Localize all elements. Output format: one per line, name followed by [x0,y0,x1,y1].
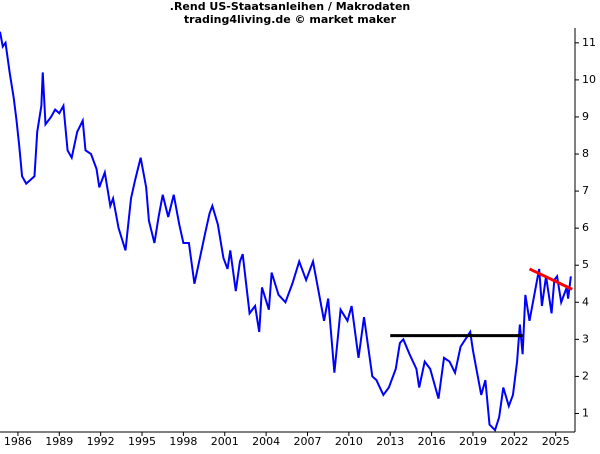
chart-title: .Rend US-Staatsanleihen / Makrodaten [170,0,410,13]
x-tick-label: 1998 [169,435,197,448]
y-tick-label: 4 [582,295,589,308]
x-tick-label: 1986 [4,435,32,448]
y-tick-label: 11 [582,36,596,49]
x-tick-label: 2007 [293,435,321,448]
y-tick-label: 5 [582,258,589,271]
y-tick-label: 9 [582,110,589,123]
y-tick-label: 7 [582,184,589,197]
x-tick-label: 1989 [45,435,73,448]
x-tick-label: 2001 [211,435,239,448]
x-tick-label: 2016 [418,435,446,448]
y-tick-label: 6 [582,221,589,234]
x-tick-label: 1992 [87,435,115,448]
data-line [0,31,572,433]
x-tick-label: 2010 [335,435,363,448]
chart-subtitle: trading4living.de © market maker [184,13,397,26]
y-tick-label: 2 [582,369,589,382]
x-tick-label: 2004 [252,435,280,448]
y-tick-label: 10 [582,73,596,86]
y-tick-label: 8 [582,147,589,160]
y-tick-label: 3 [582,332,589,345]
x-tick-label: 2019 [459,435,487,448]
x-tick-label: 2013 [376,435,404,448]
x-tick-label: 2025 [542,435,570,448]
trendline [528,267,573,291]
x-tick-label: 2022 [500,435,528,448]
y-tick-label: 1 [582,406,589,419]
x-tick-label: 1995 [128,435,156,448]
